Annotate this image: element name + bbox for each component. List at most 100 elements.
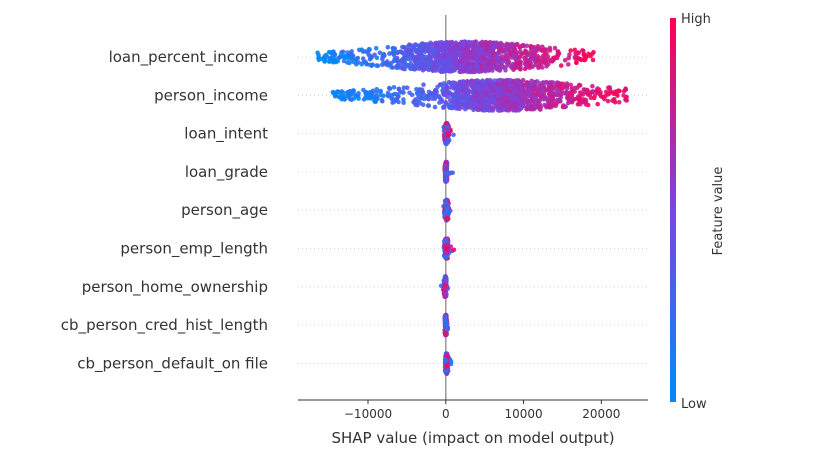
data-point: [555, 49, 561, 54]
data-point: [522, 93, 528, 98]
data-point: [443, 166, 449, 171]
data-point: [535, 98, 541, 103]
data-point: [451, 56, 457, 62]
data-point: [453, 95, 458, 100]
data-point: [470, 50, 475, 55]
data-point: [499, 63, 505, 69]
data-point: [529, 91, 535, 96]
data-point: [415, 48, 421, 54]
data-point: [513, 65, 519, 70]
data-point: [377, 50, 383, 55]
data-point: [474, 90, 479, 96]
data-point: [457, 59, 462, 64]
data-point: [590, 83, 595, 89]
data-point: [486, 108, 492, 113]
data-point: [582, 54, 588, 60]
data-point: [347, 60, 352, 66]
data-point: [590, 89, 596, 94]
data-point: [421, 96, 427, 102]
data-point: [481, 56, 487, 61]
data-point: [394, 55, 400, 61]
data-point: [478, 66, 484, 72]
data-point: [379, 97, 385, 103]
data-point: [445, 368, 450, 373]
data-point: [528, 105, 533, 110]
data-point: [573, 56, 578, 61]
colorbar-title: Feature value: [711, 167, 726, 256]
data-point: [442, 282, 448, 287]
data-point: [494, 41, 500, 47]
data-point: [607, 85, 612, 90]
data-point: [448, 170, 454, 175]
data-points: [315, 39, 629, 377]
data-point: [399, 49, 404, 55]
data-point: [359, 61, 365, 67]
data-point: [566, 62, 571, 67]
data-point: [437, 94, 442, 99]
data-point: [518, 66, 523, 72]
data-point: [442, 199, 448, 204]
feature-label: loan_grade: [185, 163, 268, 182]
data-point: [567, 52, 572, 57]
data-point: [469, 84, 475, 90]
data-point: [525, 87, 531, 92]
data-point: [441, 128, 447, 134]
data-point: [483, 47, 489, 52]
data-point: [483, 86, 489, 91]
data-point: [480, 50, 485, 56]
data-point: [567, 99, 572, 104]
data-point: [338, 52, 344, 58]
data-point: [447, 40, 452, 45]
data-point: [552, 45, 558, 51]
data-point: [512, 91, 517, 96]
data-point: [454, 43, 459, 48]
data-point: [499, 86, 504, 92]
data-point: [463, 47, 468, 52]
data-point: [389, 93, 395, 98]
data-point: [378, 92, 384, 98]
data-point: [408, 66, 413, 71]
data-point: [365, 49, 371, 54]
data-point: [419, 87, 425, 92]
data-point: [495, 55, 500, 61]
data-point: [375, 63, 381, 68]
data-point: [415, 102, 420, 108]
colorbar-low-label: Low: [681, 397, 707, 412]
data-point: [497, 48, 502, 53]
data-point: [407, 42, 412, 47]
data-point: [463, 102, 468, 108]
data-point: [595, 101, 600, 107]
data-point: [469, 99, 474, 104]
data-point: [543, 87, 548, 92]
x-axis-title: SHAP value (impact on model output): [331, 429, 614, 447]
data-point: [332, 55, 338, 61]
data-point: [356, 96, 361, 101]
data-point: [460, 43, 466, 48]
data-point: [587, 92, 593, 97]
data-point: [401, 97, 406, 102]
data-point: [491, 95, 496, 101]
data-point: [519, 51, 525, 56]
data-point: [623, 87, 628, 92]
data-point: [547, 45, 553, 51]
data-point: [558, 63, 564, 68]
x-tick-label: 10000: [504, 407, 542, 421]
data-point: [448, 359, 454, 364]
data-point: [444, 215, 450, 221]
data-point: [539, 61, 544, 67]
data-point: [396, 86, 402, 92]
data-point: [513, 61, 519, 66]
data-point: [443, 278, 449, 283]
data-point: [434, 61, 440, 67]
data-point: [499, 82, 504, 87]
data-point: [541, 97, 547, 102]
data-point: [437, 82, 443, 88]
data-point: [372, 99, 378, 104]
data-point: [443, 292, 449, 298]
data-point: [391, 85, 397, 90]
data-point: [419, 41, 424, 47]
data-point: [431, 52, 437, 58]
data-point: [566, 95, 571, 100]
data-point: [448, 50, 453, 56]
data-point: [447, 60, 452, 66]
